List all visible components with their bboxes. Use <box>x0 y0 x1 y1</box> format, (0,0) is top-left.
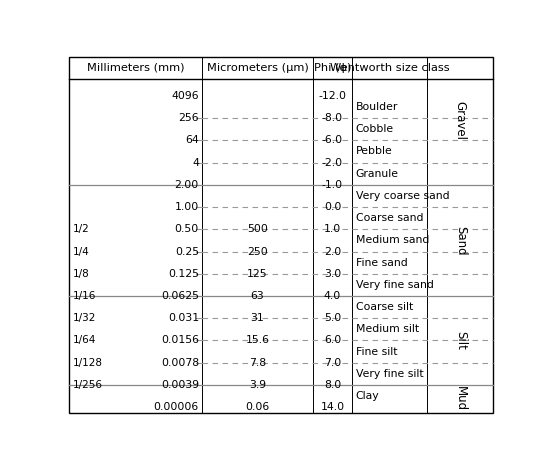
Text: 0.031: 0.031 <box>168 313 199 323</box>
Text: 0.0039: 0.0039 <box>161 380 199 390</box>
Text: Mud: Mud <box>454 386 467 412</box>
Text: 31: 31 <box>250 313 264 323</box>
Text: Gravel: Gravel <box>454 101 467 140</box>
Text: 0.50: 0.50 <box>175 224 199 234</box>
Text: Clay: Clay <box>356 391 379 401</box>
Text: -1.0: -1.0 <box>322 180 343 190</box>
Text: Medium sand: Medium sand <box>356 235 429 246</box>
Text: 0.0156: 0.0156 <box>161 335 199 345</box>
Text: Medium silt: Medium silt <box>356 325 419 334</box>
Text: 1/256: 1/256 <box>73 380 102 390</box>
Text: 0.06: 0.06 <box>246 402 270 412</box>
Text: 3.0: 3.0 <box>324 269 341 279</box>
Text: Boulder: Boulder <box>356 102 398 112</box>
Text: 0.0: 0.0 <box>324 202 341 212</box>
Text: -6.0: -6.0 <box>322 135 343 145</box>
Text: 1/128: 1/128 <box>73 358 102 368</box>
Text: 0.00006: 0.00006 <box>153 402 199 412</box>
Text: 4: 4 <box>192 158 199 167</box>
Text: 7.8: 7.8 <box>249 358 266 368</box>
Text: Micrometers (μm): Micrometers (μm) <box>207 63 309 73</box>
Text: Fine sand: Fine sand <box>356 258 407 268</box>
Text: 1/8: 1/8 <box>73 269 89 279</box>
Text: 500: 500 <box>247 224 268 234</box>
Text: 14.0: 14.0 <box>321 402 345 412</box>
Text: Millimeters (mm): Millimeters (mm) <box>87 63 184 73</box>
Text: -8.0: -8.0 <box>322 113 343 123</box>
Text: Very fine sand: Very fine sand <box>356 280 433 290</box>
Text: 3.9: 3.9 <box>249 380 266 390</box>
Text: Fine silt: Fine silt <box>356 346 397 357</box>
Text: 64: 64 <box>185 135 199 145</box>
Text: Granule: Granule <box>356 169 398 179</box>
Text: 7.0: 7.0 <box>324 358 341 368</box>
Text: Sand: Sand <box>454 226 467 255</box>
Text: Very coarse sand: Very coarse sand <box>356 191 449 201</box>
Text: Wentworth size class: Wentworth size class <box>330 63 449 73</box>
Text: 0.0625: 0.0625 <box>161 291 199 301</box>
Text: Coarse silt: Coarse silt <box>356 302 413 312</box>
Text: 2.00: 2.00 <box>175 180 199 190</box>
Text: Phi (ϕ): Phi (ϕ) <box>314 63 351 73</box>
Text: 1/4: 1/4 <box>73 246 89 257</box>
Text: 1/64: 1/64 <box>73 335 96 345</box>
Text: 0.125: 0.125 <box>168 269 199 279</box>
Text: 256: 256 <box>178 113 199 123</box>
Text: 15.6: 15.6 <box>246 335 270 345</box>
Text: 4.0: 4.0 <box>324 291 341 301</box>
Text: 6.0: 6.0 <box>324 335 341 345</box>
Text: 1.0: 1.0 <box>324 224 341 234</box>
Text: Very fine silt: Very fine silt <box>356 369 423 379</box>
Text: 5.0: 5.0 <box>324 313 341 323</box>
Text: 1/32: 1/32 <box>73 313 96 323</box>
Text: Coarse sand: Coarse sand <box>356 213 423 223</box>
Text: -2.0: -2.0 <box>322 158 343 167</box>
Text: 250: 250 <box>247 246 268 257</box>
Text: 125: 125 <box>247 269 268 279</box>
Text: 0.25: 0.25 <box>175 246 199 257</box>
Text: Silt: Silt <box>454 331 467 350</box>
Text: 4096: 4096 <box>172 91 199 101</box>
Text: 2.0: 2.0 <box>324 246 341 257</box>
Text: 1.00: 1.00 <box>175 202 199 212</box>
Text: 1/2: 1/2 <box>73 224 89 234</box>
Text: 1/16: 1/16 <box>73 291 96 301</box>
Text: 0.0078: 0.0078 <box>161 358 199 368</box>
Text: 8.0: 8.0 <box>324 380 341 390</box>
Text: Pebble: Pebble <box>356 146 392 156</box>
Text: 63: 63 <box>250 291 264 301</box>
Text: -12.0: -12.0 <box>318 91 346 101</box>
Text: Cobble: Cobble <box>356 124 393 134</box>
